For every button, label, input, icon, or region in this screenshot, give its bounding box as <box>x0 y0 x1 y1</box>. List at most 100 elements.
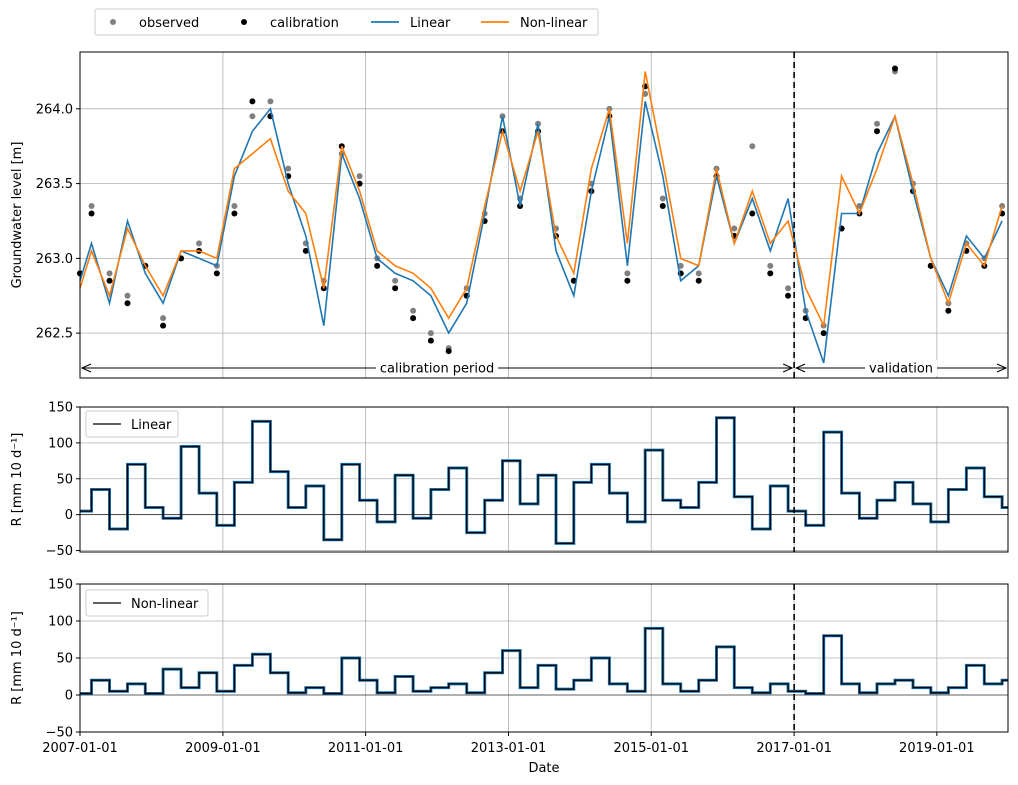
calibration-point-10 <box>249 98 256 105</box>
observed-point-1 <box>88 203 95 210</box>
recharge-linear-legend: Linear <box>85 410 179 438</box>
non-linear-line <box>79 71 1003 329</box>
observed-point-40 <box>785 285 792 292</box>
calibration-point-3 <box>124 300 131 307</box>
x-tick-label-2: 2011-01-01 <box>328 741 404 756</box>
observed-point-37 <box>731 225 738 232</box>
head-y-label: Groundwater level [m] <box>10 142 25 289</box>
calibration-point-20 <box>427 337 434 344</box>
calibration-point-42 <box>820 330 827 337</box>
legend-top-frame <box>94 8 599 36</box>
recharge-nonlinear-legend-label: Non-linear <box>131 597 199 612</box>
non-linear-step-line <box>80 627 1008 695</box>
observed-point-11 <box>267 98 274 105</box>
recharge-linear-y-label: R [mm 10 d⁻¹] <box>10 433 25 527</box>
y-tick-label-2: 50 <box>56 652 73 667</box>
calibration-period-label: calibration period <box>380 362 494 377</box>
head-series <box>77 65 1006 364</box>
legend-nonlinear-label: Non-linear <box>520 16 588 31</box>
recharge-nonlinear-series <box>80 626 1008 696</box>
y-tick-label-2: 50 <box>56 472 73 487</box>
calibration-point-45 <box>874 128 881 135</box>
head-y-ticks: 262.5 263.0 263.5 264.0 <box>36 102 80 342</box>
validation-label-bg <box>865 360 938 376</box>
calibration-point-18 <box>392 285 399 292</box>
calibration-point-8 <box>213 270 220 277</box>
x-tick-label-4: 2015-01-01 <box>613 741 689 756</box>
calibration-point-13 <box>302 247 309 254</box>
y-tick-label-1: 263.0 <box>36 252 73 267</box>
head-panel: calibration period validation 262.5 263.0… <box>10 51 1009 379</box>
observed-point-35 <box>695 270 702 277</box>
y-tick-label-3: 100 <box>48 615 73 630</box>
y-tick-label-3: 100 <box>48 436 73 451</box>
recharge-linear-y-ticks: −50 0 50 100 150 <box>46 401 80 559</box>
legend-linear-label: Linear <box>410 16 451 31</box>
observed-point-5 <box>160 315 167 322</box>
legend-top: observed calibration Linear Non-linear <box>94 8 599 36</box>
head-axes-frame <box>79 51 1009 379</box>
linear-step-line <box>80 417 1008 545</box>
legend-observed-label: observed <box>139 16 199 31</box>
recharge-linear-legend-frame <box>85 410 179 438</box>
head-grid <box>79 52 1008 378</box>
recharge-nonlinear-y-label: R [mm 10 d⁻¹] <box>10 611 25 705</box>
observed-point-34 <box>677 262 684 269</box>
observed-point-18 <box>392 277 399 284</box>
period-annotations: calibration period validation <box>80 360 1008 377</box>
recharge-linear-axes-frame <box>79 406 1009 553</box>
non-linear-step-shadow <box>80 626 1008 695</box>
recharge-nonlinear-legend: Non-linear <box>85 589 209 617</box>
recharge-linear-grid <box>79 406 1008 552</box>
linear-step-shadow <box>80 416 1008 545</box>
observed-point-2 <box>106 270 113 277</box>
legend-observed-marker <box>110 19 116 25</box>
recharge-linear-panel: −50 0 50 100 150 R [mm 10 d⁻¹] Linear <box>10 401 1009 559</box>
calibration-point-35 <box>695 277 702 284</box>
recharge-linear-legend-label: Linear <box>131 418 172 433</box>
observed-point-20 <box>427 330 434 337</box>
observed-point-16 <box>356 173 363 180</box>
arrow-head-2 <box>794 363 806 373</box>
calibration-point-1 <box>88 210 95 217</box>
y-tick-label-3: 264.0 <box>36 102 73 117</box>
y-tick-label-2: 263.5 <box>36 177 73 192</box>
arrow-head-0 <box>80 363 92 373</box>
observed-point-19 <box>410 307 417 314</box>
calibration-point-19 <box>410 315 417 322</box>
y-tick-label-1: 0 <box>65 689 73 704</box>
legend-calibration-label: calibration <box>270 16 339 31</box>
arrow-head-1 <box>782 363 794 373</box>
calibration-point-49 <box>945 307 952 314</box>
calibration-point-9 <box>231 210 238 217</box>
calibration-point-21 <box>445 348 452 355</box>
observed-point-9 <box>231 203 238 210</box>
observed-point-7 <box>196 240 203 247</box>
y-tick-label-4: 150 <box>48 401 73 416</box>
observed-point-45 <box>874 120 881 127</box>
linear-line <box>79 101 1003 364</box>
observed-point-3 <box>124 292 131 299</box>
calibration-point-46 <box>892 65 899 72</box>
y-tick-label-0: −50 <box>46 726 73 741</box>
recharge-nonlinear-legend-frame <box>85 589 209 617</box>
x-axis-label: Date <box>528 761 559 776</box>
y-tick-label-0: 262.5 <box>36 327 73 342</box>
x-tick-label-0: 2007-01-01 <box>42 741 118 756</box>
calibration-point-5 <box>160 322 167 329</box>
calibration-point-38 <box>749 210 756 217</box>
calibration-period-label-bg <box>375 360 499 376</box>
calibration-point-17 <box>374 262 381 269</box>
y-tick-label-0: −50 <box>46 544 73 559</box>
recharge-nonlinear-grid <box>79 583 1008 733</box>
legend-calibration-marker <box>241 19 247 25</box>
recharge-linear-series <box>80 416 1008 545</box>
calibration-point-31 <box>624 277 631 284</box>
y-tick-label-4: 150 <box>48 578 73 593</box>
arrow-head-3 <box>996 363 1008 373</box>
recharge-nonlinear-panel: −50 0 50 100 150 2007-01-01 2009-01-01 2011-01… <box>10 578 1009 776</box>
x-tick-label-5: 2017-01-01 <box>756 741 832 756</box>
calibration-point-33 <box>659 203 666 210</box>
calibration-point-39 <box>767 270 774 277</box>
